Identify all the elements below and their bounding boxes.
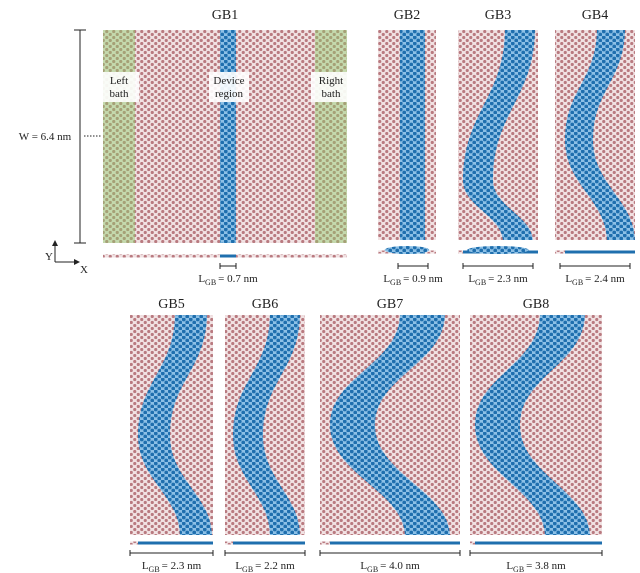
region-label: bath	[322, 88, 341, 100]
panel: GB3 LGB= 2.3 nm	[458, 8, 538, 287]
side-view-boundary	[330, 542, 460, 545]
lgb-label: LGB= 4.0 nm	[360, 560, 420, 573]
side-view-boundary	[138, 542, 213, 545]
panel: GB2 LGB= 0.9 nm	[378, 8, 443, 287]
width-label: W = 6.4 nm	[19, 131, 72, 143]
lgb-subscript: GB	[205, 278, 216, 287]
panel-title: GB7	[377, 297, 403, 312]
panel-title: GB5	[158, 297, 184, 312]
lgb-value: = 2.3 nm	[488, 273, 528, 285]
panel-title: GB8	[523, 297, 549, 312]
lgb-label: LGB= 2.3 nm	[468, 273, 528, 287]
side-view-boundary	[233, 542, 305, 545]
panel-title: GB2	[394, 8, 420, 23]
lgb-value: = 3.8 nm	[526, 560, 566, 572]
lgb-value: = 2.2 nm	[255, 560, 295, 572]
panel-title: GB6	[252, 297, 278, 312]
grain-boundary	[400, 30, 425, 240]
lgb-label: LGB= 3.8 nm	[506, 560, 566, 573]
lgb-subscript: GB	[513, 565, 524, 573]
lgb-value: = 4.0 nm	[380, 560, 420, 572]
lgb-subscript: GB	[572, 278, 583, 287]
panel-title: GB4	[582, 8, 608, 23]
region-label: bath	[110, 88, 129, 100]
lgb-value: = 0.9 nm	[403, 273, 443, 285]
lgb-label: LGB= 0.9 nm	[383, 273, 443, 287]
panel-title: GB1	[212, 8, 238, 23]
region-label: region	[215, 88, 244, 100]
lgb-subscript: GB	[475, 278, 486, 287]
panel: GB4 LGB= 2.4 nm	[555, 8, 635, 287]
bath-region	[315, 30, 347, 243]
side-view-boundary	[565, 251, 635, 254]
panel: GB7 LGB= 4.0 nm	[320, 297, 460, 573]
region-label: Left	[110, 75, 128, 87]
lgb-subscript: GB	[242, 565, 253, 573]
lgb-label: LGB= 2.4 nm	[565, 273, 625, 287]
side-view-boundary	[220, 255, 236, 258]
axis-y-label: Y	[45, 251, 53, 263]
region-label: Device	[213, 75, 244, 87]
grain-boundary	[220, 30, 236, 243]
side-view-ripple	[467, 246, 529, 254]
figure: W = 6.4 nm Y X GB1 LGB= 0.7 nm GB2 LGB= 0.9…	[0, 0, 640, 573]
panel: GB1 LGB= 0.7 nm	[103, 8, 347, 287]
panel: GB6 LGB= 2.2 nm	[225, 297, 305, 573]
lgb-subscript: GB	[367, 565, 378, 573]
lgb-label: LGB= 2.2 nm	[235, 560, 295, 573]
side-view-ripple	[385, 246, 430, 254]
lgb-value: = 0.7 nm	[218, 273, 258, 285]
panel-title: GB3	[485, 8, 511, 23]
lgb-value: = 2.3 nm	[162, 560, 202, 572]
panel: GB5 LGB= 2.3 nm	[130, 297, 213, 573]
y-arrowhead	[52, 240, 58, 246]
lgb-value: = 2.4 nm	[585, 273, 625, 285]
region-label: Right	[319, 75, 343, 87]
panel: GB8 LGB= 3.8 nm	[470, 297, 602, 573]
lgb-subscript: GB	[149, 565, 160, 573]
axis-x-label: X	[80, 264, 88, 276]
lgb-label: LGB= 0.7 nm	[198, 273, 258, 287]
side-view-boundary	[475, 542, 602, 545]
lgb-label: LGB= 2.3 nm	[142, 560, 202, 573]
lgb-subscript: GB	[390, 278, 401, 287]
bath-region	[103, 30, 135, 243]
